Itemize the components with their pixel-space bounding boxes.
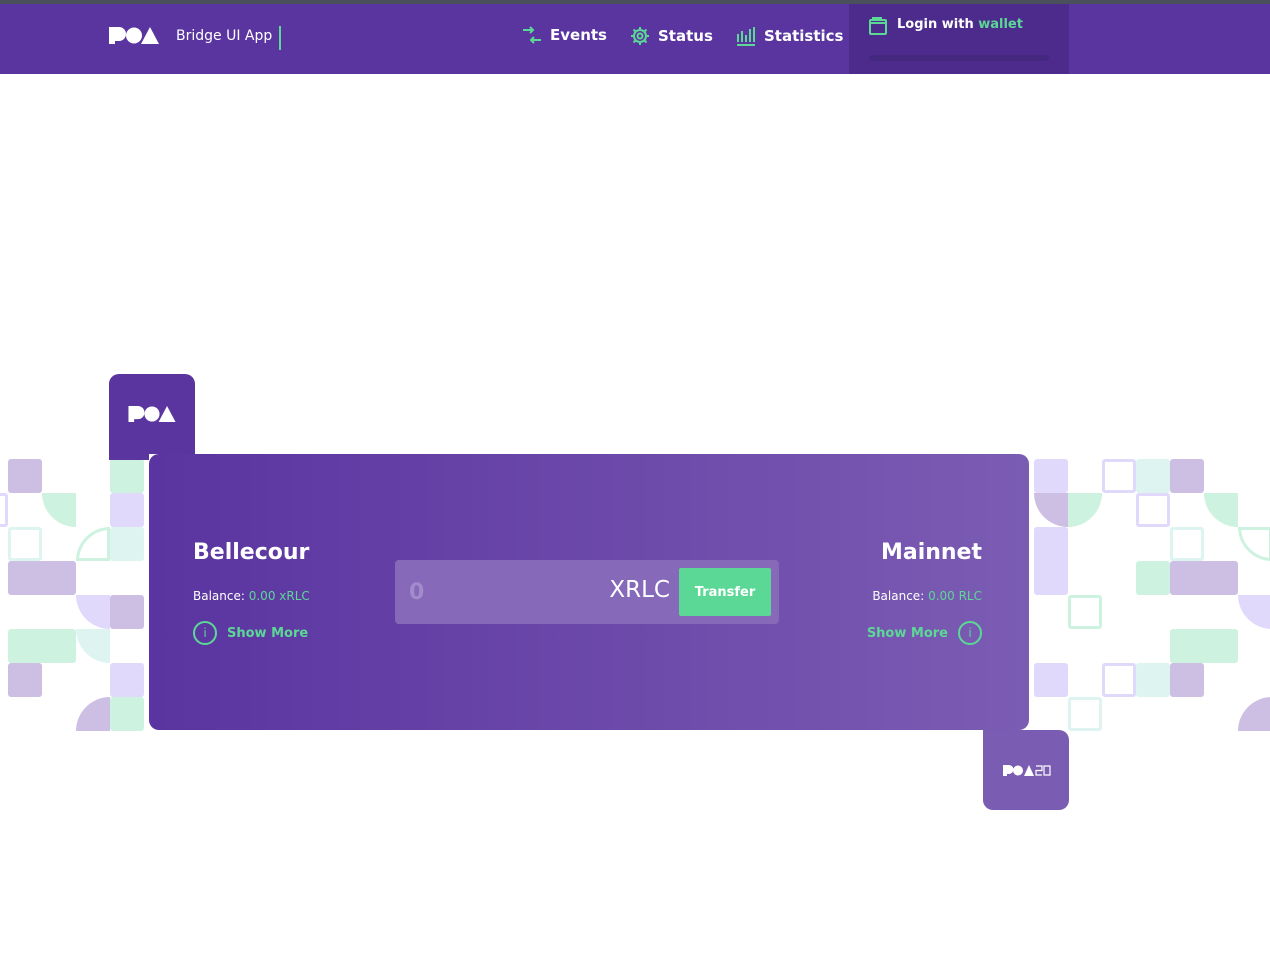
wallet-icon [869, 17, 887, 35]
bar-chart-icon [737, 27, 755, 46]
foreign-balance-label: Balance: [872, 589, 925, 603]
arrows-exchange-icon [523, 26, 541, 44]
transfer-button[interactable]: Transfer [679, 568, 771, 616]
nav-events-label: Events [550, 26, 607, 44]
nav-statistics[interactable]: Statistics [736, 26, 843, 46]
foreign-show-more-label: Show More [866, 625, 948, 641]
poa-logo [128, 406, 176, 422]
poa20-badge [983, 730, 1069, 810]
home-network-name: Bellecour [193, 540, 310, 565]
nav-statistics-label: Statistics [764, 27, 844, 45]
amount-input[interactable] [409, 576, 589, 608]
home-balance-value: 0.00 xRLC [248, 589, 310, 603]
nav-status-label: Status [658, 27, 713, 45]
login-with-wallet-button[interactable]: Login with wallet [849, 4, 1069, 74]
home-balance-label: Balance: [193, 589, 245, 603]
home-show-more-label: Show More [227, 625, 309, 641]
info-icon: i [958, 621, 982, 645]
login-progress-bar [869, 55, 1049, 61]
token-symbol: XRLC [609, 577, 670, 603]
nav-events[interactable]: Events [522, 26, 607, 44]
login-highlight: wallet [978, 17, 1023, 32]
amount-field: XRLC Transfer [395, 560, 779, 624]
gear-icon [631, 27, 649, 45]
poa-badge-top [109, 374, 195, 454]
info-icon: i [193, 621, 217, 645]
nav-status[interactable]: Status [630, 26, 713, 46]
home-show-more[interactable]: i Show More [193, 621, 308, 645]
foreign-network-name: Mainnet [880, 540, 982, 565]
login-prefix: Login with [897, 17, 974, 32]
poa20-logo [1003, 765, 1051, 776]
header-divider [279, 26, 281, 50]
browser-edge [0, 0, 1270, 4]
foreign-balance-value: 0.00 RLC [928, 589, 982, 603]
home-balance: Balance: 0.00 xRLC [193, 589, 310, 603]
app-name: Bridge UI App [176, 28, 273, 44]
poa-logo [109, 27, 159, 44]
badge-connector [109, 440, 149, 460]
foreign-balance: Balance: 0.00 RLC [872, 589, 982, 603]
foreign-show-more[interactable]: Show More i [867, 621, 982, 645]
